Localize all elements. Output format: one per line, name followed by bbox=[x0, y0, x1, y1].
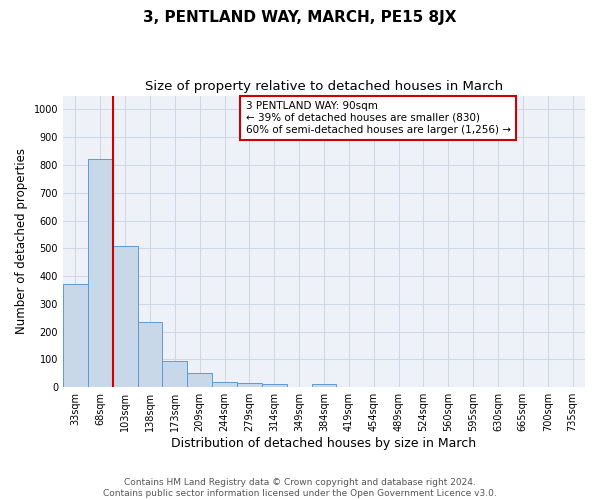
Bar bbox=[113, 246, 137, 387]
Bar bbox=[262, 384, 287, 387]
Bar bbox=[88, 160, 113, 387]
Bar bbox=[137, 322, 163, 387]
X-axis label: Distribution of detached houses by size in March: Distribution of detached houses by size … bbox=[172, 437, 476, 450]
Bar bbox=[311, 384, 337, 387]
Bar bbox=[212, 382, 237, 387]
Bar bbox=[187, 374, 212, 387]
Text: Contains HM Land Registry data © Crown copyright and database right 2024.
Contai: Contains HM Land Registry data © Crown c… bbox=[103, 478, 497, 498]
Y-axis label: Number of detached properties: Number of detached properties bbox=[15, 148, 28, 334]
Text: 3 PENTLAND WAY: 90sqm
← 39% of detached houses are smaller (830)
60% of semi-det: 3 PENTLAND WAY: 90sqm ← 39% of detached … bbox=[245, 102, 511, 134]
Bar bbox=[63, 284, 88, 387]
Bar bbox=[237, 383, 262, 387]
Title: Size of property relative to detached houses in March: Size of property relative to detached ho… bbox=[145, 80, 503, 93]
Text: 3, PENTLAND WAY, MARCH, PE15 8JX: 3, PENTLAND WAY, MARCH, PE15 8JX bbox=[143, 10, 457, 25]
Bar bbox=[163, 362, 187, 387]
